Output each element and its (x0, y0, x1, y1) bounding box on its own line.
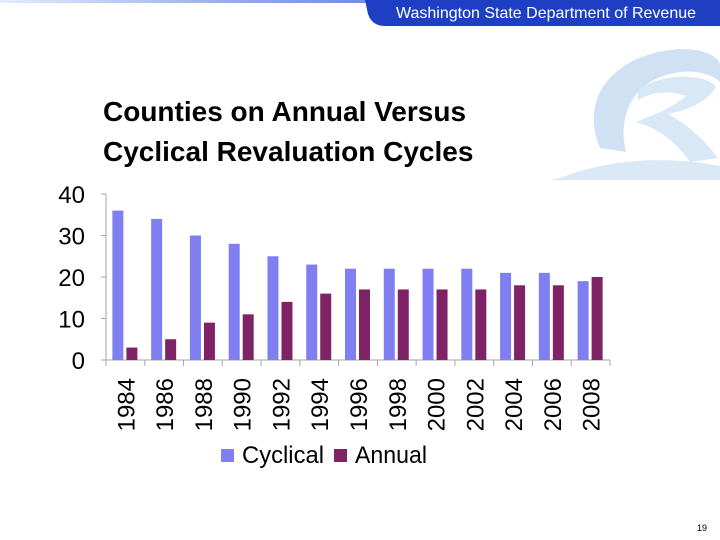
department-logo-icon (550, 49, 720, 180)
x-tick-label: 2002 (462, 378, 489, 431)
legend-label-annual: Annual (355, 442, 427, 469)
x-tick-label: 1994 (307, 378, 334, 431)
slide-title-line-1: Counties on Annual Versus (103, 96, 467, 127)
legend-swatch-cyclical (221, 449, 234, 462)
x-tick-label: 1988 (191, 378, 218, 431)
bar-cyclical-2004 (500, 272, 512, 360)
bar-cyclical-1992 (267, 256, 279, 360)
bar-annual-2008 (591, 277, 603, 360)
y-tick-label: 10 (58, 307, 85, 334)
y-tick-label: 40 (58, 182, 85, 209)
x-tick-label: 2004 (501, 378, 528, 431)
x-tick-label: 2006 (540, 378, 567, 431)
bar-cyclical-1996 (345, 268, 356, 360)
x-tick-label: 1992 (268, 378, 295, 431)
y-tick-label: 30 (58, 224, 85, 251)
y-tick-label: 0 (72, 348, 85, 375)
x-tick-label: 1996 (346, 378, 373, 431)
x-axis-ticks: 1984 1986 1988 1990 1992 1994 1996 1998 2000 2002… (113, 378, 605, 431)
bar-annual-2004 (514, 285, 526, 360)
bar-annual-1992 (281, 301, 293, 360)
x-tick-label: 1986 (152, 378, 179, 431)
bar-annual-2006 (552, 285, 564, 360)
x-tick-label: 1998 (385, 378, 412, 431)
bar-cyclical-1986 (151, 218, 163, 360)
x-tick-label: 2008 (579, 378, 606, 431)
legend-label-cyclical: Cyclical (242, 442, 324, 469)
bar-annual-1994 (320, 293, 332, 360)
header-tab (365, 0, 720, 26)
y-axis-ticks: 0 10 20 30 40 (58, 182, 85, 375)
slide-title-line-2: Cyclical Revaluation Cycles (103, 136, 474, 167)
x-tick-label: 1984 (113, 378, 140, 431)
bar-cyclical-1998 (383, 268, 395, 360)
bar-annual-2000 (436, 289, 448, 360)
bar-annual-1996 (359, 289, 370, 360)
bar-cyclical-2008 (577, 281, 589, 360)
bar-annual-1984 (126, 347, 138, 360)
page-number: 19 (696, 523, 707, 533)
bar-cyclical-1988 (189, 235, 201, 360)
bar-annual-1986 (165, 339, 177, 360)
bar-cyclical-2006 (538, 272, 550, 360)
x-tick-label: 2000 (424, 378, 451, 431)
bar-cyclical-2000 (422, 268, 434, 360)
slide-title: Counties on Annual Versus Cyclical Reval… (103, 92, 563, 172)
bar-cyclical-1984 (112, 210, 124, 360)
bar-annual-1998 (397, 289, 409, 360)
bar-annual-1990 (242, 314, 254, 360)
header-bar: Washington State Department of Revenue (0, 0, 720, 26)
bar-cyclical-1990 (228, 243, 240, 360)
bar-cyclical-2002 (461, 268, 473, 360)
y-tick-label: 20 (58, 265, 85, 292)
legend-swatch-annual (334, 449, 347, 462)
x-tick-label: 1990 (230, 378, 257, 431)
chart-bars (112, 210, 603, 360)
bar-cyclical-1994 (306, 264, 318, 360)
chart-legend: Cyclical Annual (221, 442, 427, 469)
header-organization: Washington State Department of Revenue (396, 5, 696, 22)
bar-annual-1988 (203, 322, 215, 360)
bar-annual-2002 (475, 289, 487, 360)
